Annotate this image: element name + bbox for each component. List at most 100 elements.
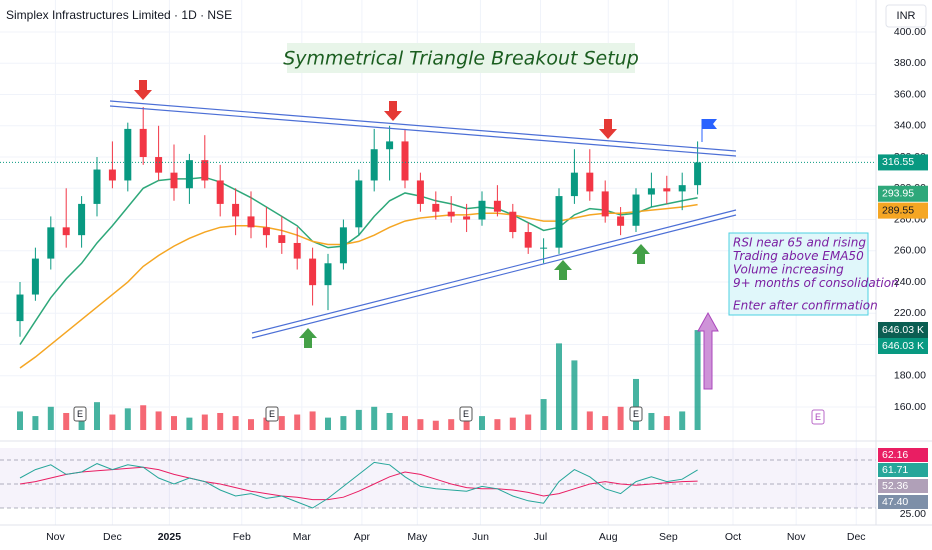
y-tick-label: 340.00 <box>894 120 926 132</box>
down-arrow <box>599 119 617 139</box>
candle-body <box>62 227 70 236</box>
earnings-label: E <box>633 409 639 419</box>
volume-bar <box>124 408 131 430</box>
volume-bar <box>232 416 239 430</box>
candle-body <box>601 191 609 217</box>
x-tick-label: Nov <box>787 531 806 543</box>
down-arrow <box>384 101 402 121</box>
rsi-ma-line <box>19 466 698 501</box>
candle-body <box>293 242 301 259</box>
candle-body <box>524 232 532 248</box>
x-tick-label: Sep <box>659 531 678 543</box>
rsi-band-fill <box>0 448 876 508</box>
volume-bar <box>386 412 393 430</box>
up-arrow <box>554 260 572 280</box>
volume-bar <box>602 416 609 430</box>
candle-body <box>262 227 270 236</box>
volume-bar <box>402 416 408 430</box>
annotation-title: Symmetrical Triangle Breakout Setup <box>283 48 639 70</box>
earnings-label: E <box>269 409 275 419</box>
volume-bar <box>325 417 331 430</box>
candle-body <box>278 235 286 243</box>
earnings-badge <box>459 406 473 422</box>
volume-bar <box>571 360 578 430</box>
x-tick-label: Dec <box>847 531 866 543</box>
candle-body <box>509 211 517 233</box>
x-tick-label: Oct <box>725 531 741 543</box>
rsi-tag-label: 47.40 <box>882 496 908 508</box>
upper-trendline <box>109 100 737 152</box>
arrows <box>134 80 719 390</box>
y-tick-label: 360.00 <box>894 88 926 100</box>
volume-bar <box>556 343 562 430</box>
rsi-tag-label: 61.71 <box>882 464 908 476</box>
candle-body <box>540 247 548 249</box>
volume-bar <box>63 412 70 430</box>
volume-bar <box>171 416 177 430</box>
rsi-tag <box>878 448 928 462</box>
candle-body <box>370 149 378 181</box>
volume-bar <box>617 406 624 430</box>
note-line: Trading above EMA50 <box>733 249 864 263</box>
volume-tag <box>878 322 928 338</box>
note-line: Volume increasing <box>733 263 844 277</box>
volume-bar <box>448 419 455 430</box>
candle-body <box>139 128 147 158</box>
candle-body <box>416 180 424 204</box>
volume-bar <box>309 411 316 430</box>
candle-body <box>493 200 501 212</box>
triangle <box>109 100 737 339</box>
earnings-label: E <box>77 409 83 419</box>
volume-bar <box>432 420 439 430</box>
candle-body <box>93 169 101 204</box>
volume-bar <box>32 416 39 430</box>
candle-body <box>694 162 702 186</box>
volume-bar <box>201 414 208 430</box>
candle-body <box>339 227 347 264</box>
volume-bar <box>340 416 347 430</box>
candle-body <box>185 160 193 189</box>
candle-body <box>355 180 363 228</box>
volume-bar <box>371 406 378 430</box>
ema-line <box>19 203 698 369</box>
candle-body <box>155 157 163 173</box>
earnings-badge <box>265 406 279 422</box>
volume-bar <box>155 411 162 430</box>
volume-bar <box>94 402 100 430</box>
header-title: Simplex Infrastructures Limited · 1D · N… <box>6 8 232 22</box>
x-tick-label: 2025 <box>158 531 182 543</box>
rsi-line <box>19 461 698 509</box>
price-tag <box>878 202 928 219</box>
volume-bar <box>633 378 639 430</box>
candle-body <box>617 216 625 226</box>
candle-body <box>401 141 409 181</box>
volume-bar <box>463 417 470 430</box>
volume-tag-label: 646.03 K <box>882 340 924 352</box>
y-tick-label: 400.00 <box>894 26 926 38</box>
volume-bar <box>140 405 147 430</box>
currency: INR <box>897 10 916 22</box>
earnings-label: E <box>463 409 469 419</box>
volume-bar <box>509 417 516 430</box>
volume-bar <box>525 414 532 430</box>
volume-bar <box>417 419 424 430</box>
earnings-badge <box>629 406 643 422</box>
volume-bar <box>248 419 254 430</box>
volume-bar <box>263 417 270 430</box>
price-tag-label: 289.55 <box>882 204 914 216</box>
earnings-badge <box>811 409 825 425</box>
up-arrow <box>632 244 650 264</box>
lower-trendline <box>251 209 737 334</box>
volume-bar <box>479 416 485 430</box>
rsi-tick-label: 25.00 <box>900 508 926 520</box>
note-line: 9+ months of consolidation <box>733 276 899 290</box>
y-tick-label: 180.00 <box>894 370 926 382</box>
earnings-label: E <box>815 412 821 422</box>
candle-body <box>432 203 440 212</box>
price-tag <box>878 154 928 171</box>
volume-bar <box>17 411 23 430</box>
y-tick-label: 220.00 <box>894 307 926 319</box>
candle-body <box>247 216 255 228</box>
candle-body <box>16 294 24 322</box>
